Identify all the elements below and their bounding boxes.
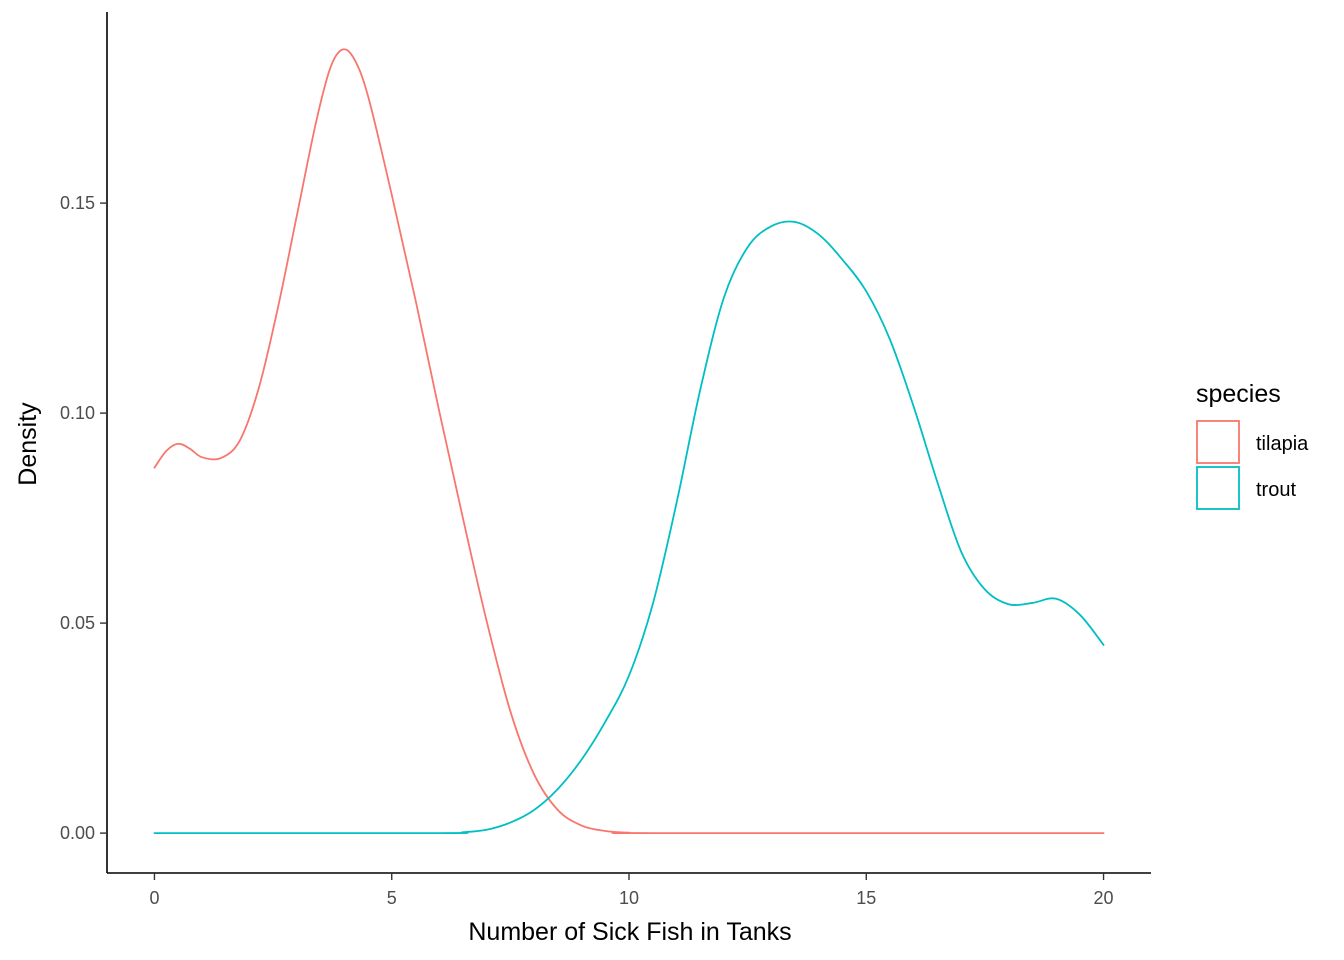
legend-key-tilapia — [1196, 420, 1240, 464]
series-line-trout — [153, 220, 1105, 835]
x-tick-label: 5 — [387, 888, 397, 908]
plot-area — [153, 48, 1105, 835]
y-tick-label: 0.10 — [60, 403, 95, 423]
y-axis-ticks: 0.00 0.05 0.10 0.15 — [60, 193, 107, 843]
y-tick-label: 0.00 — [60, 823, 95, 843]
legend-key-trout — [1196, 466, 1240, 510]
y-tick-label: 0.15 — [60, 193, 95, 213]
y-axis-title: Density — [14, 402, 42, 486]
x-tick-label: 10 — [619, 888, 639, 908]
legend-label-tilapia: tilapia — [1256, 433, 1309, 455]
x-tick-label: 20 — [1094, 888, 1114, 908]
legend-label-trout: trout — [1256, 479, 1296, 501]
legend: species tilapia trout — [1196, 380, 1309, 510]
legend-title: species — [1196, 380, 1281, 408]
series-line-tilapia — [153, 48, 1105, 835]
x-axis-title: Number of Sick Fish in Tanks — [468, 918, 791, 946]
axes — [106, 12, 1151, 874]
y-tick-label: 0.05 — [60, 613, 95, 633]
legend-items: tilapia trout — [1196, 420, 1309, 510]
x-axis-ticks: 0 5 10 15 20 — [149, 873, 1114, 908]
x-tick-label: 15 — [856, 888, 876, 908]
x-tick-label: 0 — [149, 888, 159, 908]
